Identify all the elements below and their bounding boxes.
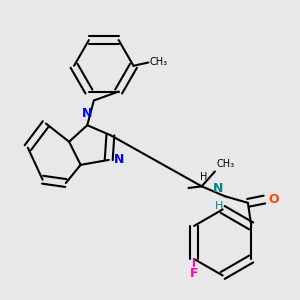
Text: H: H: [200, 172, 207, 182]
Text: H: H: [215, 201, 223, 211]
Text: N: N: [82, 107, 92, 120]
Text: CH₃: CH₃: [217, 159, 235, 169]
Text: F: F: [190, 267, 198, 280]
Text: O: O: [269, 193, 279, 206]
Text: CH₃: CH₃: [150, 58, 168, 68]
Text: N: N: [213, 182, 223, 195]
Text: N: N: [114, 153, 124, 167]
